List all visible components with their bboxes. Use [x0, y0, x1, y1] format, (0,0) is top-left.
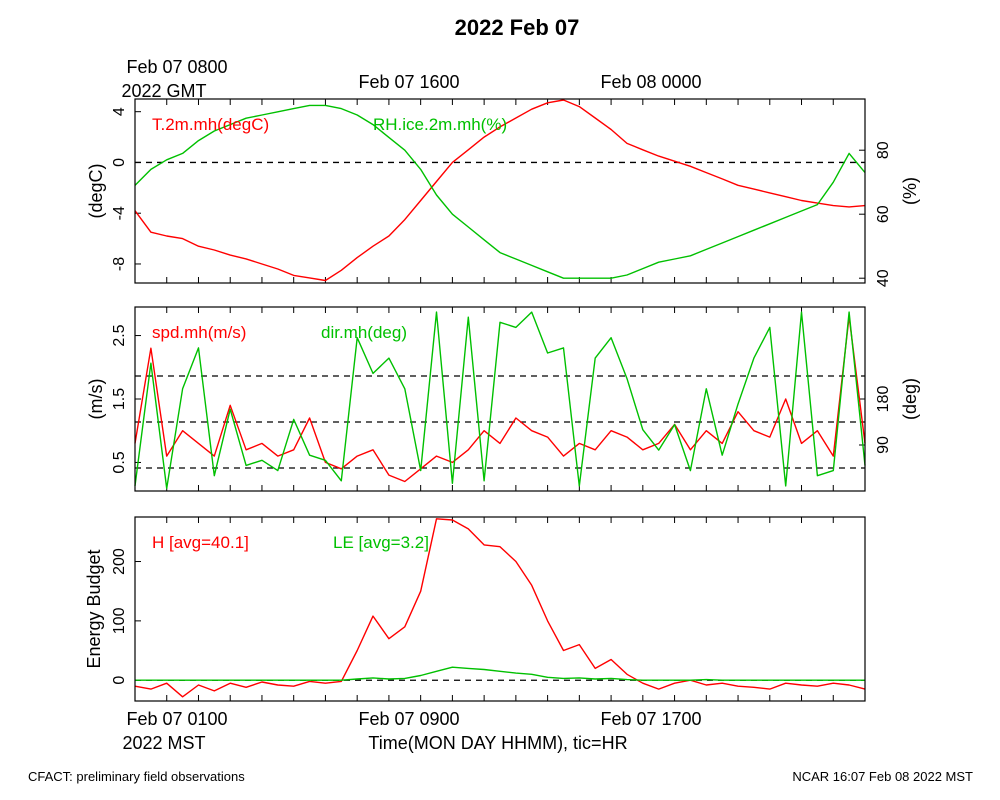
panel-wind: 2.5 1.5 0.5 180 90 spd.mh(m/s) dir.mh(deg) (…: [86, 306, 920, 492]
panel-3-series-1-label: H [avg=40.1]: [152, 533, 249, 552]
panel-1-series-2-label: RH.ice.2m.mh(%): [373, 115, 507, 134]
y-tick-label-left-1-1: 1.5: [111, 388, 128, 410]
footer-left-note: CFACT: preliminary field observations: [28, 769, 245, 784]
panel-1-ylabel-left: (degC): [86, 163, 106, 218]
y-tick-label-left-1-2: 0.5: [111, 451, 128, 473]
panel-3-frame: [134, 516, 866, 702]
series-line-1-0: [134, 315, 866, 483]
series-line-2-1: [135, 666, 865, 681]
gmt-tick-0000: Feb 08 0000: [600, 72, 701, 92]
panel-2-lines: [134, 311, 866, 490]
y-tick-label-left-0-2: -4: [111, 206, 128, 220]
y-tick-label-right-1-0: 180: [875, 386, 892, 413]
mst-tick-0900: Feb 07 0900: [358, 709, 459, 729]
series-line-1-1: [134, 311, 866, 490]
series-line-0-0: [134, 99, 866, 282]
y-tick-label-right-0-0: 80: [875, 141, 892, 159]
panel-2-ylabel-left: (m/s): [86, 379, 106, 420]
panel-1-frame: [134, 98, 866, 284]
panel-1-ylabel-right: (%): [900, 177, 920, 205]
series-line-0-1: [134, 104, 866, 279]
panel-2-series-1-label: spd.mh(m/s): [152, 323, 246, 342]
panel-2-frame: [134, 306, 866, 492]
panel-2-ylabel-right: (deg): [900, 378, 920, 420]
y-tick-label-right-1-1: 90: [875, 436, 892, 454]
panel-energy-budget: 200 100 0 H [avg=40.1] LE [avg=3.2] Energy…: [84, 516, 866, 702]
panel-3-lines: [134, 518, 866, 698]
footer-right-note: NCAR 16:07 Feb 08 2022 MST: [792, 769, 973, 784]
y-tick-label-left-2-1: 100: [111, 607, 128, 634]
y-tick-label-left-0-3: -8: [111, 257, 128, 271]
y-tick-label-left-2-2: 0: [111, 676, 128, 685]
y-tick-label-right-0-2: 40: [875, 269, 892, 287]
series-line-2-0: [134, 518, 866, 698]
mst-tick-1700: Feb 07 1700: [600, 709, 701, 729]
y-tick-label-left-0-1: 0: [111, 158, 128, 167]
panel-1-lines: [134, 99, 866, 282]
gmt-zone: 2022 GMT: [121, 81, 206, 101]
y-tick-label-right-0-1: 60: [875, 205, 892, 223]
y-tick-label-left-2-0: 200: [111, 548, 128, 575]
figure-title: 2022 Feb 07: [455, 15, 580, 40]
gmt-start-date: Feb 07 0800: [126, 57, 227, 77]
panel-2-series-2-label: dir.mh(deg): [321, 323, 407, 342]
y-tick-label-left-1-0: 2.5: [111, 324, 128, 346]
panel-1-series-1-label: T.2m.mh(degC): [152, 115, 269, 134]
y-tick-label-left-0-0: 4: [111, 107, 128, 116]
panel-3-ylabel-left: Energy Budget: [84, 549, 104, 668]
panel-2-grid: 2.5 1.5 0.5 180 90: [111, 307, 892, 491]
gmt-tick-1600: Feb 07 1600: [358, 72, 459, 92]
mst-start-date: Feb 07 0100: [126, 709, 227, 729]
panel-3-series-2-label: LE [avg=3.2]: [333, 533, 429, 552]
x-axis-label: Time(MON DAY HHMM), tic=HR: [368, 733, 627, 753]
mst-zone: 2022 MST: [122, 733, 205, 753]
